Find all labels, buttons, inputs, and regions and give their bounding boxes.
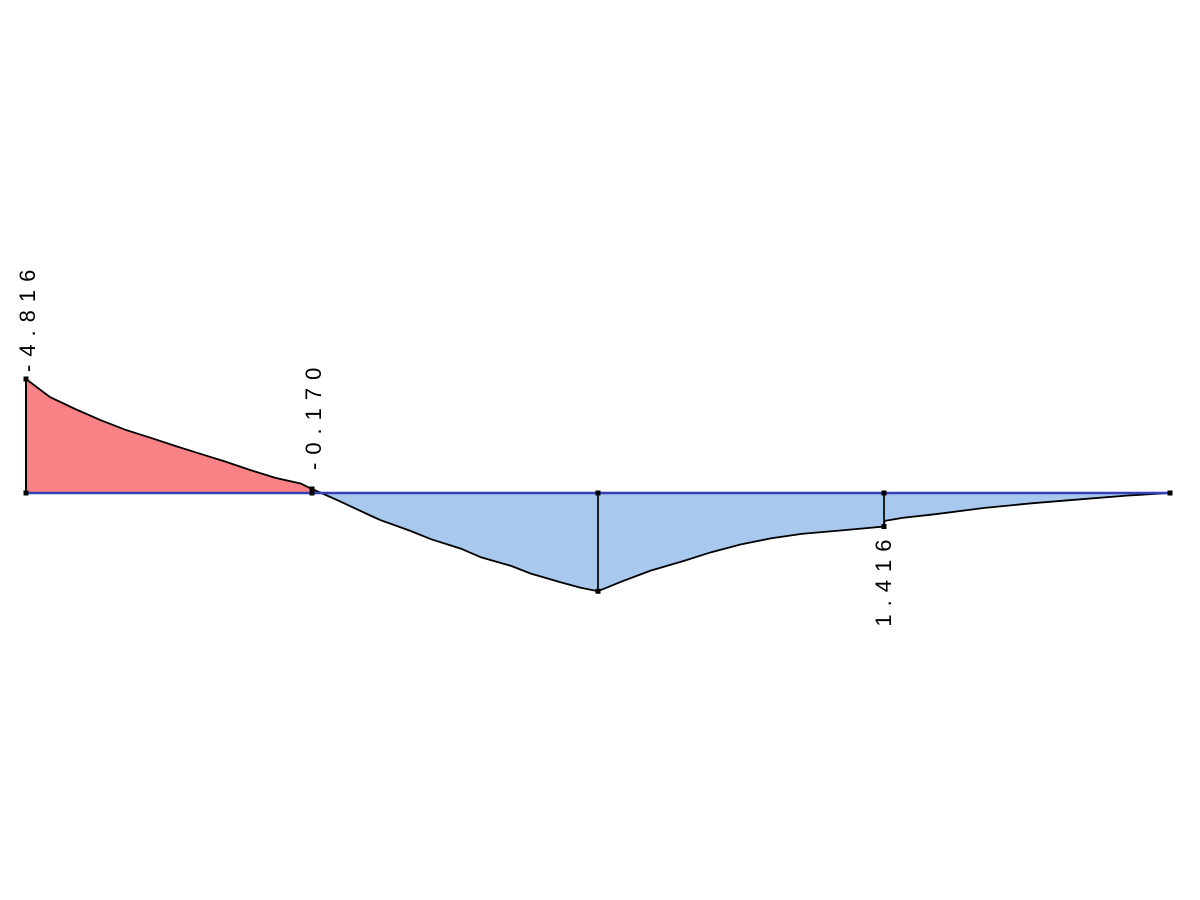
node-marker [595,490,601,496]
node-marker [881,524,887,529]
positive-moment-area [320,492,1171,593]
node-marker [23,376,29,382]
value-label: -0.170 [301,360,326,470]
value-label: 1.416 [871,532,896,627]
node-marker [595,588,601,594]
node-marker [23,490,29,496]
negative-moment-area [25,377,322,494]
value-label: -4.816 [15,262,40,372]
node-marker [881,490,887,496]
node-marker [1167,490,1173,496]
node-marker [309,490,315,496]
node-marker [309,486,315,492]
